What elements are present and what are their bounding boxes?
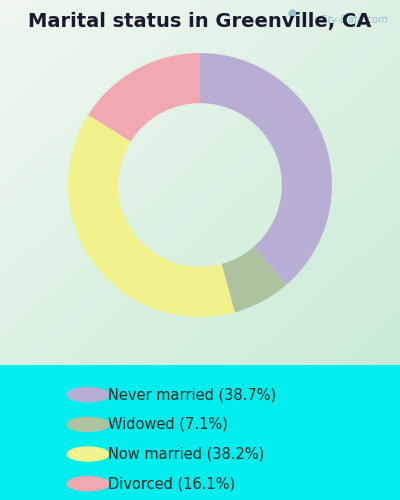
Text: Divorced (16.1%): Divorced (16.1%) [108,476,235,492]
Circle shape [67,447,109,461]
Text: Widowed (7.1%): Widowed (7.1%) [108,417,228,432]
Wedge shape [88,53,200,142]
Wedge shape [200,53,332,285]
Text: Now married (38.2%): Now married (38.2%) [108,446,264,462]
Wedge shape [222,247,286,312]
Circle shape [67,477,109,491]
Text: City-Data.com: City-Data.com [318,14,388,24]
Circle shape [67,388,109,402]
Text: Never married (38.7%): Never married (38.7%) [108,387,276,402]
Wedge shape [68,115,235,317]
Circle shape [67,418,109,432]
Text: Marital status in Greenville, CA: Marital status in Greenville, CA [28,12,372,32]
